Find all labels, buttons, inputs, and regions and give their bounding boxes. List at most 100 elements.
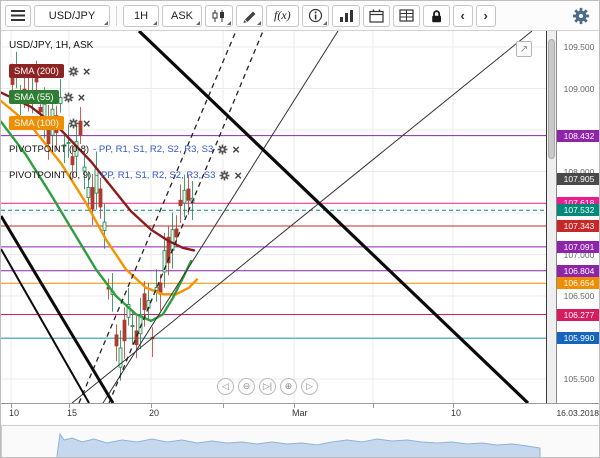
toolbar: USD/JPY 1H ASK f(x)	[1, 1, 599, 31]
pivot-series-labels: - PP, R1, S1, R2, S2, R3, S3	[95, 169, 216, 181]
indicator-label-sma100: SMA (100)	[9, 116, 64, 130]
axis-date-label: 16.03.2018	[556, 408, 599, 418]
pivot-label: PIVOTPOINT (0, 9)	[9, 169, 92, 181]
pivot-label: PIVOTPOINT (0-8)	[9, 143, 90, 155]
playback-controls: ◁ ⊖ ▷| ⊕ ▷	[217, 378, 318, 395]
price-level-badge: 106.654	[557, 277, 599, 290]
calendar-icon	[369, 9, 384, 23]
price-level-badge: 106.804	[557, 264, 599, 277]
indicator-settings-icon[interactable]	[68, 66, 79, 77]
price-tick-label: 109.000	[563, 83, 595, 94]
time-tick	[294, 404, 295, 408]
time-tick	[11, 404, 12, 408]
pivot-series-labels: - PP, R1, S1, R2, S2, R3, S3	[93, 143, 214, 155]
time-tick	[69, 404, 70, 408]
info-icon	[308, 8, 322, 23]
popout-button[interactable]: ↗	[516, 41, 532, 57]
price-level-badge: 105.990	[557, 332, 599, 345]
indicator-settings-icon[interactable]	[63, 92, 74, 103]
indicator-remove-icon[interactable]: ×	[82, 63, 91, 79]
play-button[interactable]: ▷	[301, 378, 318, 395]
time-axis: 16.03.2018 10 15 20 Mar 10	[1, 403, 599, 421]
volume-button[interactable]	[331, 4, 360, 27]
scroll-left-button[interactable]: ‹	[452, 4, 473, 27]
indicators-button[interactable]: f(x)	[266, 4, 299, 27]
dropdown-corner-icon	[104, 20, 108, 25]
table-grid-icon	[399, 9, 414, 22]
symbol-label: USD/JPY	[48, 9, 96, 22]
dropdown-corner-icon	[322, 20, 327, 25]
dropdown-corner-icon	[196, 20, 200, 25]
symbol-select[interactable]: USD/JPY	[34, 4, 110, 27]
menu-button[interactable]	[5, 4, 31, 27]
time-tick	[373, 404, 374, 408]
chart-navigator[interactable]	[1, 425, 599, 457]
layout-button[interactable]	[392, 4, 420, 27]
dropdown-corner-icon	[153, 20, 157, 25]
popout-arrow-icon: ↗	[519, 43, 529, 55]
price-axis: 109.500 109.000 108.000 107.000 106.500 105.5…	[557, 31, 599, 403]
price-side-select[interactable]: ASK	[162, 4, 202, 27]
time-tick-label: 15	[67, 408, 78, 418]
zoom-out-button[interactable]: ⊖	[238, 378, 255, 395]
go-to-end-button[interactable]: ▷|	[259, 378, 276, 395]
time-tick	[223, 404, 224, 408]
time-tick	[151, 404, 152, 408]
draw-tools-button[interactable]	[236, 4, 263, 27]
toolbar-divider	[116, 5, 117, 26]
price-tick-label: 108.000	[563, 166, 595, 177]
calendar-button[interactable]	[362, 4, 390, 27]
price-level-badge: 107.343	[557, 220, 599, 233]
indicator-settings-icon[interactable]	[68, 118, 79, 129]
scrollbar-thumb[interactable]	[548, 39, 555, 159]
time-tick-label: 20	[149, 408, 160, 418]
price-tick-label: 106.500	[563, 291, 595, 301]
chart-title: USD/JPY, 1H, ASK	[9, 39, 94, 51]
vertical-scrollbar[interactable]	[546, 31, 557, 403]
price-level-badge: 107.532	[557, 204, 599, 217]
price-tick-label: 107.000	[563, 249, 595, 260]
settings-button[interactable]	[567, 5, 595, 27]
navigator-area-chart	[56, 432, 541, 457]
gear-icon	[572, 7, 590, 24]
lock-button[interactable]	[422, 4, 450, 27]
chart-canvas[interactable]: USD/JPY, 1H, ASK SMA (200) × SMA (55) × …	[1, 31, 546, 403]
indicator-remove-icon[interactable]: ×	[234, 167, 242, 183]
lock-icon	[431, 9, 441, 22]
indicator-row-sma55: SMA (55) ×	[9, 89, 242, 105]
candlestick-icon	[212, 9, 224, 22]
indicator-remove-icon[interactable]: ×	[82, 115, 91, 131]
indicator-label-sma55: SMA (55)	[9, 90, 59, 104]
scroll-right-button[interactable]: ›	[475, 4, 496, 27]
hamburger-icon	[11, 10, 25, 21]
zoom-in-button[interactable]: ⊕	[280, 378, 297, 395]
price-level-badge: 107.091	[557, 240, 599, 253]
pencil-icon	[243, 11, 256, 23]
chart-type-select[interactable]	[205, 4, 233, 27]
indicator-label-sma200: SMA (200)	[9, 64, 64, 78]
indicator-legend: USD/JPY, 1H, ASK SMA (200) × SMA (55) × …	[9, 37, 242, 193]
indicator-row-sma200: SMA (200) ×	[9, 63, 242, 79]
pan-left-button[interactable]: ◁	[217, 378, 234, 395]
indicator-settings-icon[interactable]	[219, 170, 230, 181]
price-chart	[1, 31, 546, 403]
indicator-remove-icon[interactable]: ×	[232, 141, 240, 157]
price-side-label: ASK	[170, 9, 193, 22]
time-tick-label: 10	[451, 408, 462, 418]
indicator-remove-icon[interactable]: ×	[77, 89, 86, 105]
timeframe-select[interactable]: 1H	[123, 4, 159, 27]
indicator-row-pivot2: PIVOTPOINT (0, 9) - PP, R1, S1, R2, S2, …	[9, 167, 242, 183]
time-tick	[453, 404, 454, 408]
dropdown-corner-icon	[257, 20, 261, 25]
indicator-row-sma100: SMA (100) ×	[9, 115, 242, 131]
fx-label: f(x)	[274, 8, 291, 22]
indicator-settings-icon[interactable]	[217, 144, 228, 155]
price-level-badge: 108.432	[557, 129, 599, 142]
time-tick-label: Mar	[292, 408, 308, 418]
info-button[interactable]	[301, 4, 329, 27]
price-tick-label: 105.500	[563, 374, 595, 384]
time-tick-label: 10	[9, 408, 20, 418]
price-level-badge: 106.277	[557, 308, 599, 321]
timeframe-label: 1H	[133, 9, 149, 22]
